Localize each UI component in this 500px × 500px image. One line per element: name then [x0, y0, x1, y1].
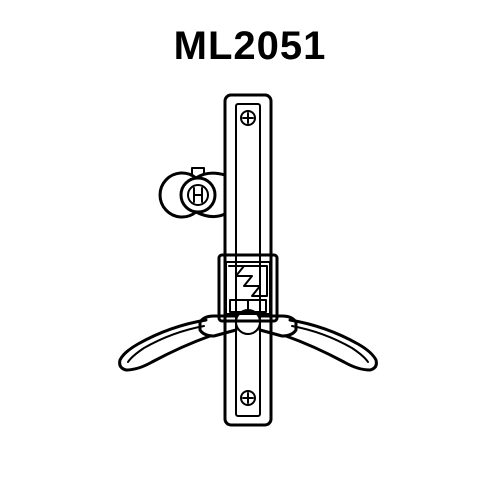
lock-diagram	[0, 0, 500, 500]
key-cylinder	[160, 168, 225, 217]
lever-left	[120, 316, 236, 370]
lever-right	[260, 316, 376, 370]
model-title: ML2051	[0, 24, 500, 69]
screw-bottom	[241, 391, 255, 405]
faceplate-inner	[236, 104, 260, 416]
faceplate-outer	[225, 95, 271, 425]
latch-window	[219, 255, 277, 321]
diagram-canvas: ML2051	[0, 0, 500, 500]
screw-top	[241, 111, 255, 125]
